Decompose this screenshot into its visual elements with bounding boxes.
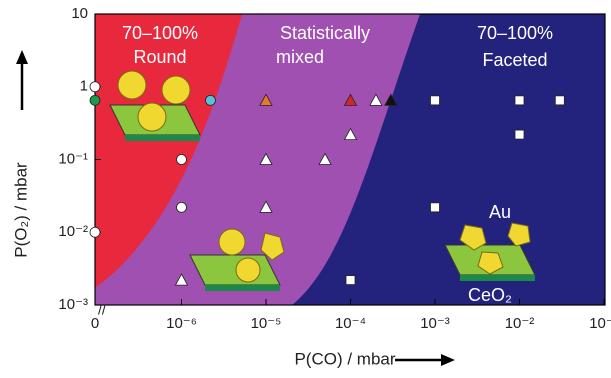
point (90, 95, 100, 105)
point (515, 130, 524, 139)
annotation: 70–100% (477, 23, 553, 43)
point (205, 95, 215, 105)
y-tick-label: 10⁻¹ (58, 150, 88, 167)
point (177, 202, 187, 212)
x-tick-label: 10⁻³ (420, 315, 450, 332)
point (177, 155, 187, 165)
x-tick-label: 10⁻⁶ (166, 315, 197, 332)
x-arrow-head (441, 354, 455, 366)
point (90, 227, 100, 237)
annotation: Faceted (482, 50, 547, 70)
point (515, 96, 524, 105)
point (555, 96, 564, 105)
point (346, 276, 355, 285)
x-tick-label: 10⁻⁵ (251, 315, 282, 332)
annotation: 70–100% (122, 23, 198, 43)
x-tick-label: 10⁻¹ (589, 315, 611, 332)
x-tick-label: 10⁻² (505, 315, 535, 332)
chart: // P(CO) / mbar P(O₂) / mbar 70–100% Rou… (0, 0, 611, 378)
point (431, 96, 440, 105)
annotation: mixed (276, 47, 324, 67)
axis-break: // (98, 302, 106, 318)
point (90, 82, 100, 92)
annotation: Statistically (280, 23, 370, 43)
y-axis-label: P(O₂) / mbar (11, 162, 30, 258)
annotation: Round (133, 47, 186, 67)
y-tick-label: 1 (80, 78, 88, 95)
x-axis-label: P(CO) / mbar (294, 349, 395, 368)
x-tick-label: 0 (91, 315, 99, 332)
y-arrow-head (16, 50, 28, 64)
y-tick-label: 10⁻² (58, 223, 88, 240)
point (431, 203, 440, 212)
annotation: Au (489, 202, 511, 222)
y-tick-label: 10⁻³ (58, 296, 88, 313)
x-tick-label: 10⁻⁴ (335, 315, 366, 332)
y-tick-label: 10 (71, 5, 88, 22)
annotation: CeO₂ (468, 285, 512, 305)
